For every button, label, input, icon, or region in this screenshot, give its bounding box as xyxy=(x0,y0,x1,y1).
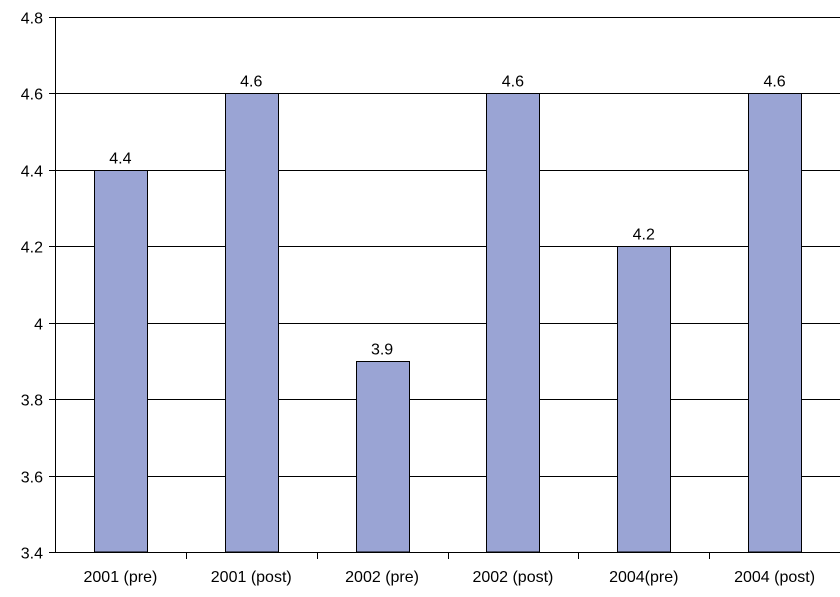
y-tick-label: 4.8 xyxy=(21,11,43,28)
axes xyxy=(49,17,840,559)
bar-value-label: 4.6 xyxy=(502,74,524,91)
y-tick-label: 3.4 xyxy=(21,546,43,563)
bar-value-label: 4.6 xyxy=(763,74,785,91)
x-tick-label: 2002 (pre) xyxy=(345,569,419,586)
bar xyxy=(748,93,802,553)
y-tick-labels: 3.4 3.6 3.8 4 4.2 4.4 4.6 4.8 xyxy=(21,11,43,563)
bar xyxy=(356,361,410,553)
bar xyxy=(225,93,279,553)
y-tick-label: 4.4 xyxy=(21,164,43,181)
y-tick-label: 4 xyxy=(34,317,43,334)
y-tick-label: 3.6 xyxy=(21,470,43,487)
x-tick-label: 2004(pre) xyxy=(609,569,678,586)
y-tick-label: 4.6 xyxy=(21,87,43,104)
bars xyxy=(94,93,802,553)
bar xyxy=(617,246,671,553)
y-tick-label: 4.2 xyxy=(21,240,43,257)
x-tick-label: 2004 (post) xyxy=(734,569,815,586)
y-tick-label: 3.8 xyxy=(21,393,43,410)
x-tick-label: 2001 (post) xyxy=(211,569,292,586)
x-tick-label: 2002 (post) xyxy=(472,569,553,586)
bar-value-label: 4.6 xyxy=(240,74,262,91)
data-labels: 4.4 4.6 3.9 4.6 4.2 4.6 xyxy=(109,74,786,359)
bar xyxy=(94,170,148,553)
gridlines xyxy=(55,17,840,477)
bar-value-label: 3.9 xyxy=(371,342,393,359)
bar xyxy=(486,93,540,553)
bar-value-label: 4.4 xyxy=(109,151,131,168)
x-tick-labels: 2001 (pre) 2001 (post) 2002 (pre) 2002 (pos… xyxy=(84,569,816,586)
bar-value-label: 4.2 xyxy=(633,227,655,244)
x-tick-label: 2001 (pre) xyxy=(84,569,158,586)
